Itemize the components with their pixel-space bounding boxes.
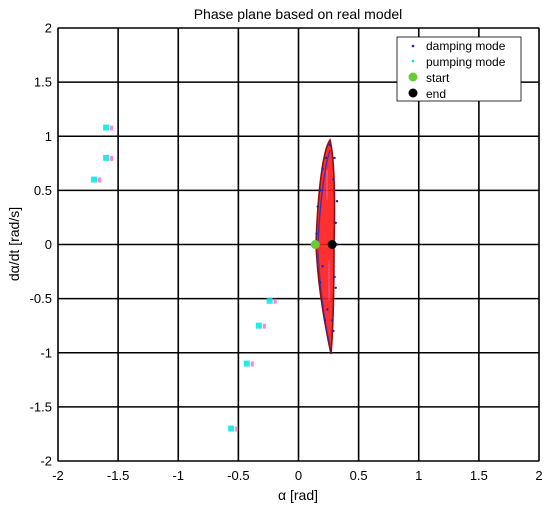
point-damping-mode: [328, 143, 331, 147]
pumping-speckle-upper: [326, 170, 330, 300]
damping-trace: [317, 149, 331, 245]
point-pumping-mode-speck: [262, 323, 266, 329]
y-tick-label: -1: [40, 345, 52, 360]
legend-label-pumping: pumping mode: [426, 55, 506, 69]
y-tick-label: -2: [40, 454, 52, 469]
point-pumping-mode-speck: [98, 177, 102, 183]
point-pumping-mode-speck: [250, 361, 254, 367]
point-pumping-mode-speck: [273, 298, 277, 304]
point-damping-mode: [321, 167, 324, 170]
point-pumping-mode: [266, 297, 273, 304]
point-damping-mode: [315, 232, 318, 235]
x-tick-label: 0: [295, 468, 302, 483]
y-axis-label: dα/dt [rad/s]: [6, 207, 22, 281]
y-tick-label: 0: [45, 237, 52, 252]
data-points: [91, 124, 339, 432]
legend: damping mode pumping mode start end: [396, 36, 522, 102]
legend-box: [396, 36, 522, 102]
point-damping-mode: [316, 205, 319, 208]
legend-marker-pumping: [411, 59, 415, 63]
point-pumping-mode: [103, 124, 110, 131]
y-tick-label: -0.5: [30, 291, 52, 306]
point-damping-mode: [326, 308, 329, 311]
x-tick-label: -1: [172, 468, 184, 483]
point-damping-mode: [324, 156, 328, 160]
point-pumping-mode: [243, 360, 250, 367]
point-damping-mode: [318, 189, 322, 192]
point-end: [327, 240, 337, 249]
point-pumping-mode: [103, 154, 110, 161]
point-pumping-mode-speck: [110, 155, 114, 161]
point-damping-mode: [330, 319, 334, 322]
y-tick-label: 1.5: [34, 75, 52, 90]
point-damping-mode: [323, 319, 327, 322]
x-tick-label: 1.5: [470, 468, 488, 483]
point-damping-mode: [318, 281, 322, 284]
point-damping-mode: [333, 156, 336, 160]
x-axis-label: α [rad]: [278, 487, 318, 503]
point-pumping-mode-speck: [235, 426, 239, 432]
point-start: [310, 240, 320, 249]
x-tick-label: 0.5: [350, 468, 368, 483]
x-tick-label: -2: [52, 468, 64, 483]
x-tick-label: 2: [535, 468, 542, 483]
point-damping-mode: [335, 200, 339, 203]
damping-trace-lower: [317, 249, 331, 346]
x-tick-label: -1.5: [107, 468, 129, 483]
legend-label-start: start: [426, 71, 450, 85]
x-tick-label: -0.5: [227, 468, 249, 483]
y-tick-label: 1: [45, 129, 52, 144]
point-pumping-mode: [228, 425, 235, 432]
point-damping-mode: [332, 178, 335, 181]
point-pumping-mode-speck: [110, 125, 114, 131]
x-tick-label: 1: [415, 468, 422, 483]
point-pumping-mode: [91, 176, 98, 183]
legend-marker-end: [408, 88, 418, 98]
legend-label-end: end: [426, 87, 446, 101]
point-damping-mode: [334, 286, 337, 289]
legend-label-damping: damping mode: [426, 39, 506, 53]
legend-marker-damping: [411, 44, 415, 48]
plot-frame: [57, 27, 540, 462]
legend-marker-start: [408, 72, 418, 82]
point-damping-mode: [329, 349, 333, 352]
y-axis-ticks: -2 -1.5 -1 -0.5 0 0.5 1 1.5 2: [30, 21, 52, 469]
point-damping-mode: [334, 221, 337, 225]
limit-cycle-band: [316, 140, 335, 354]
point-damping-mode: [332, 329, 335, 333]
y-tick-label: 0.5: [34, 183, 52, 198]
point-damping-mode: [333, 275, 336, 279]
point-damping-mode: [321, 264, 324, 268]
point-pumping-mode: [255, 322, 262, 329]
y-tick-label: 2: [45, 21, 52, 36]
x-axis-ticks: -2 -1.5 -1 -0.5 0 0.5 1 1.5 2: [52, 468, 542, 483]
y-tick-label: -1.5: [30, 399, 52, 414]
chart-title: Phase plane based on real model: [194, 6, 403, 22]
